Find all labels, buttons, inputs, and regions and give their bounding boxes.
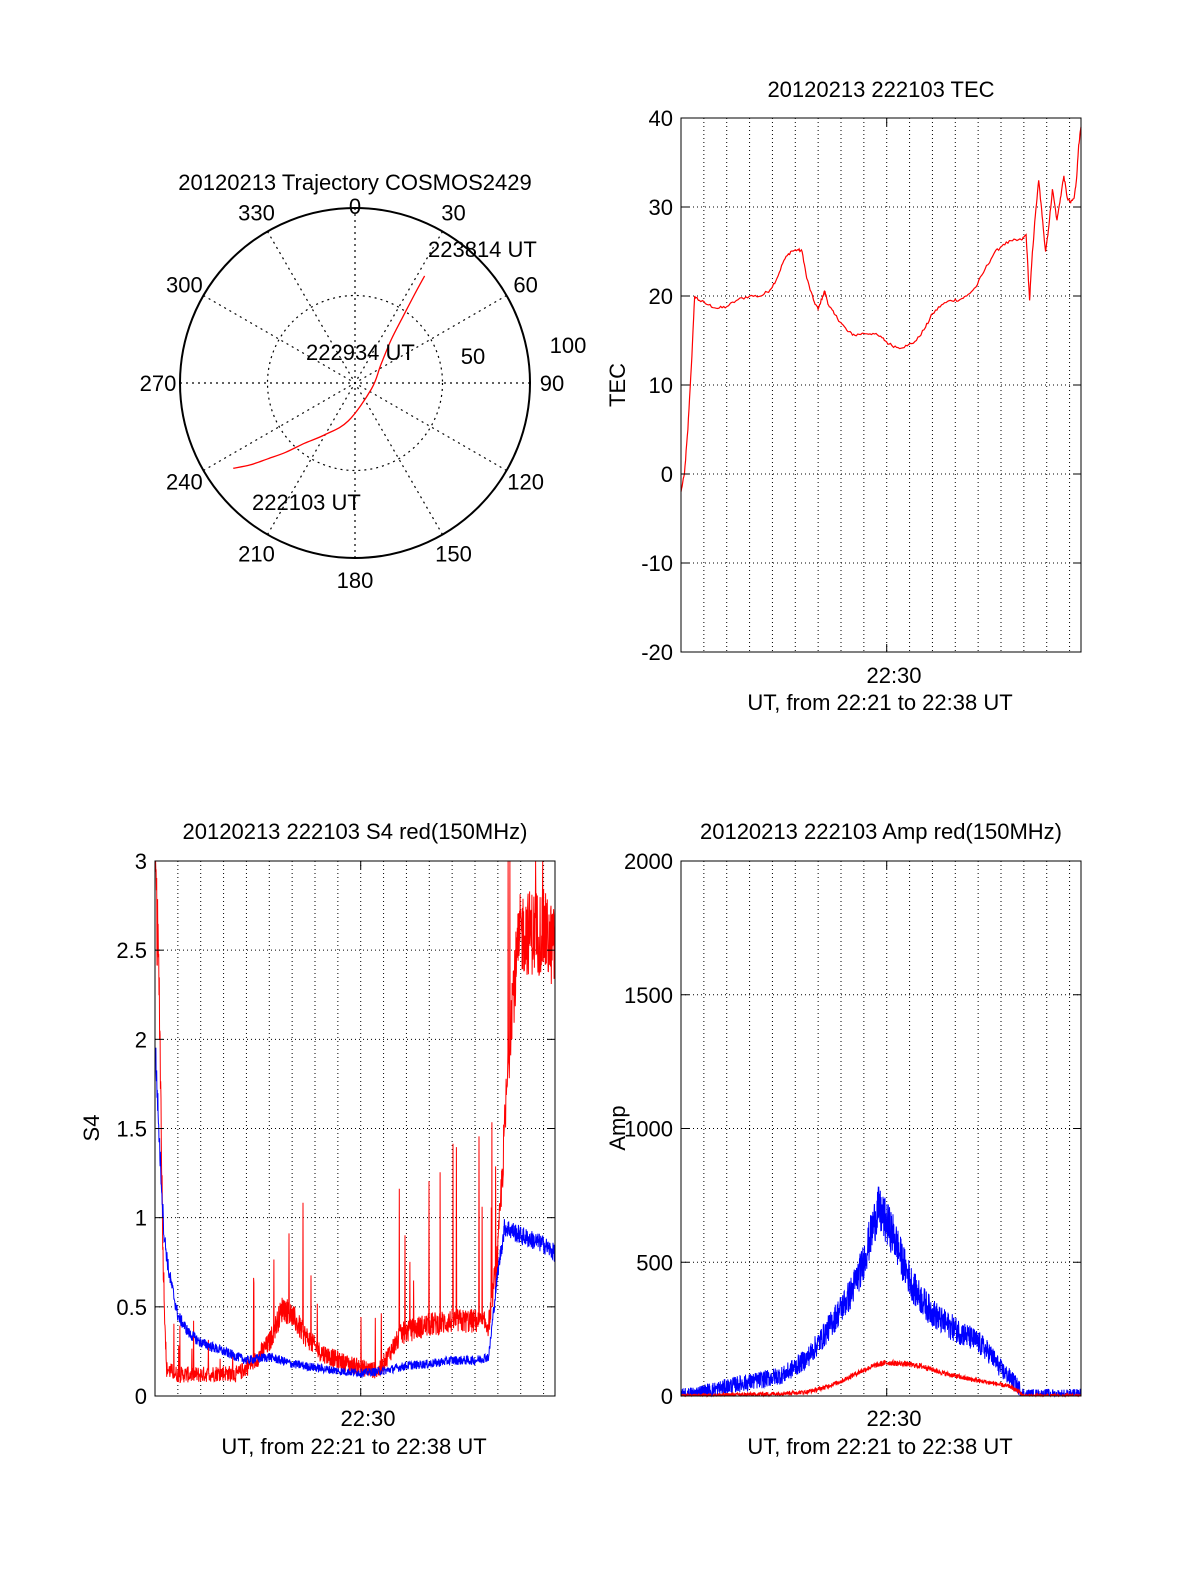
trajectory-plot: 20120213 Trajectory COSMOS2429 0 30 60 90 12… xyxy=(140,170,587,593)
polar-azimuth-label: 90 xyxy=(540,371,564,396)
tec-ylabel: TEC xyxy=(605,363,630,407)
polar-grid xyxy=(180,208,530,558)
s4-xtick-label: 22:30 xyxy=(340,1406,395,1431)
amp-blue-series xyxy=(680,1186,1082,1398)
trajectory-end-label: 223814 UT xyxy=(428,237,537,262)
polar-radial-label-100: 100 xyxy=(550,333,587,358)
y-tick-label: 0 xyxy=(661,1384,673,1409)
polar-azimuth-label: 240 xyxy=(166,470,203,495)
y-tick-label: 3 xyxy=(135,849,147,874)
y-tick-label: 2.5 xyxy=(116,938,147,963)
y-tick-label: -20 xyxy=(641,640,673,665)
polar-azimuth-label: 210 xyxy=(238,542,275,567)
y-tick-label: 30 xyxy=(649,195,673,220)
trajectory-path xyxy=(233,275,426,469)
polar-azimuth-label: 330 xyxy=(238,200,275,225)
amp-xtick-label: 22:30 xyxy=(866,1406,921,1431)
polar-azimuth-label: 120 xyxy=(507,470,544,495)
amp-plot: 20120213 222103 Amp red(150MHz) 0 500 1000… xyxy=(605,819,1082,1459)
s4-ylabel: S4 xyxy=(79,1115,104,1142)
polar-spoke xyxy=(266,231,444,535)
s4-title: 20120213 222103 S4 red(150MHz) xyxy=(183,819,528,844)
tec-series-line xyxy=(680,126,1082,492)
tec-title: 20120213 222103 TEC xyxy=(767,77,994,102)
polar-azimuth-label: 30 xyxy=(441,200,465,225)
amp-y-ticks: 0 500 1000 1500 2000 xyxy=(624,849,1081,1409)
amp-title: 20120213 222103 Amp red(150MHz) xyxy=(700,819,1062,844)
tec-xlabel: UT, from 22:21 to 22:38 UT xyxy=(747,690,1012,715)
y-tick-label: 2000 xyxy=(624,849,673,874)
y-tick-label: 1 xyxy=(135,1206,147,1231)
amp-xlabel: UT, from 22:21 to 22:38 UT xyxy=(747,1434,1012,1459)
amp-grid xyxy=(681,861,1081,1396)
y-tick-label: 500 xyxy=(636,1250,673,1275)
y-tick-label: 1500 xyxy=(624,983,673,1008)
polar-azimuth-label: 0 xyxy=(349,194,361,219)
y-tick-label: 10 xyxy=(649,373,673,398)
trajectory-mid-label: 222934 UT xyxy=(306,340,415,365)
trajectory-start-label: 222103 UT xyxy=(252,490,361,515)
polar-azimuth-label: 270 xyxy=(140,371,177,396)
polar-radial-label-50: 50 xyxy=(461,344,485,369)
s4-blue-series xyxy=(154,1047,556,1379)
y-tick-label: 1000 xyxy=(624,1117,673,1142)
tec-grid xyxy=(681,118,1081,652)
tec-xtick-label: 22:30 xyxy=(866,663,921,688)
polar-azimuth-label: 150 xyxy=(435,542,472,567)
tec-y-ticks: -20 -10 0 10 20 30 40 xyxy=(641,106,1081,665)
s4-xlabel: UT, from 22:21 to 22:38 UT xyxy=(221,1434,486,1459)
s4-y-ticks: 0 0.5 1 1.5 2 2.5 3 xyxy=(116,849,555,1409)
polar-ring-50 xyxy=(266,294,444,472)
y-tick-label: 1.5 xyxy=(116,1117,147,1142)
s4-plot: 20120213 222103 S4 red(150MHz) 0 0.5 1 1.5 2… xyxy=(79,819,556,1459)
s4-red-series xyxy=(155,860,556,1384)
polar-azimuth-label: 60 xyxy=(513,273,537,298)
y-tick-label: 0 xyxy=(135,1384,147,1409)
trajectory-title: 20120213 Trajectory COSMOS2429 xyxy=(178,170,531,195)
y-tick-label: 0 xyxy=(661,462,673,487)
y-tick-label: 0.5 xyxy=(116,1295,147,1320)
amp-red-series xyxy=(680,1358,1082,1398)
y-tick-label: 2 xyxy=(135,1027,147,1052)
y-tick-label: 40 xyxy=(649,106,673,131)
y-tick-label: -10 xyxy=(641,551,673,576)
polar-azimuth-labels: 0 30 60 90 120 150 180 210 240 270 300 330 xyxy=(140,194,565,593)
polar-outer-ring xyxy=(179,207,531,559)
polar-azimuth-label: 180 xyxy=(337,568,374,593)
polar-azimuth-label: 300 xyxy=(166,273,203,298)
s4-grid xyxy=(155,861,555,1396)
amp-ylabel: Amp xyxy=(605,1105,630,1150)
y-tick-label: 20 xyxy=(649,284,673,309)
